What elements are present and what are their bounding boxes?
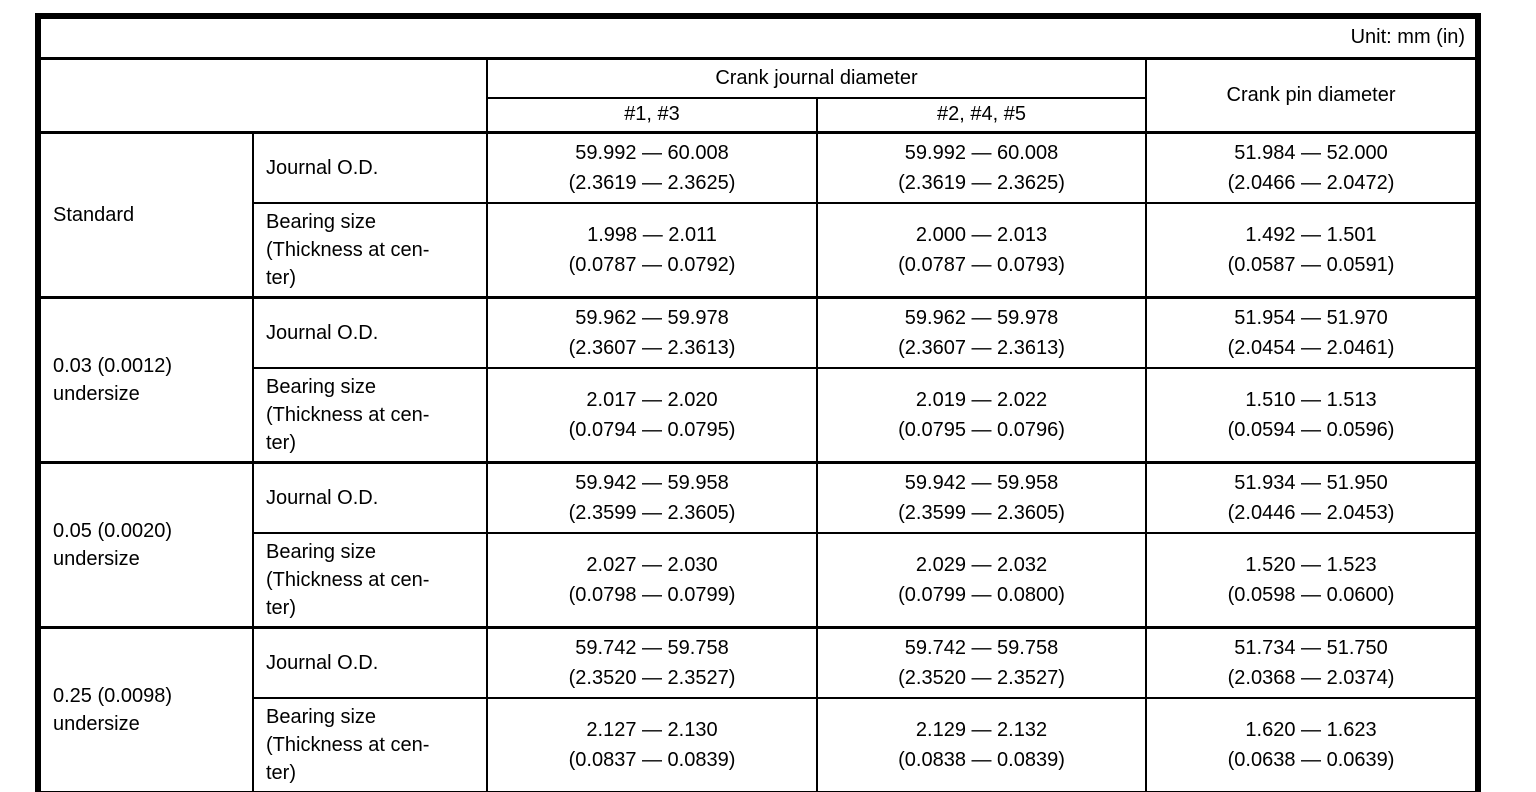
row-label-bearing-size: Bearing size (Thickness at cen- ter) bbox=[252, 201, 488, 298]
spec-value: 1.620 — 1.623 (0.0638 — 0.0639) bbox=[1144, 696, 1480, 792]
spec-value: 1.510 — 1.513 (0.0594 — 0.0596) bbox=[1144, 366, 1480, 463]
table-row: 0.05 (0.0020) undersize Journal O.D. 59.… bbox=[37, 460, 1480, 628]
table-row: 0.03 (0.0012) undersize Journal O.D. 59.… bbox=[37, 295, 1480, 463]
row-label-journal-od: Journal O.D. bbox=[252, 295, 488, 369]
spec-value: 59.992 — 60.008 (2.3619 — 2.3625) bbox=[816, 130, 1147, 204]
subheader-row: #1, #3 #2, #4, #5 bbox=[38, 97, 1478, 133]
spec-value: 51.934 — 51.950 (2.0446 — 2.0453) bbox=[1144, 460, 1480, 534]
crank-pin-diameter-header: Crank pin diameter bbox=[1144, 57, 1480, 133]
spec-value: 51.954 — 51.970 (2.0454 — 2.0461) bbox=[1144, 295, 1480, 369]
spec-value: 2.000 — 2.013 (0.0787 — 0.0793) bbox=[816, 201, 1147, 298]
spec-value: 59.942 — 59.958 (2.3599 — 2.3605) bbox=[486, 460, 818, 534]
group-label-025-undersize: 0.25 (0.0098) undersize bbox=[37, 625, 254, 792]
group-label-standard: Standard bbox=[37, 130, 254, 298]
unit-row: Unit: mm (in) bbox=[36, 15, 1480, 60]
row-label-journal-od: Journal O.D. bbox=[252, 625, 488, 699]
journal-1-3-header: #1, #3 bbox=[486, 97, 818, 133]
spec-value: 59.942 — 59.958 (2.3599 — 2.3605) bbox=[816, 460, 1147, 534]
spec-value: 2.029 — 2.032 (0.0799 — 0.0800) bbox=[816, 531, 1147, 628]
row-label-bearing-size: Bearing size (Thickness at cen- ter) bbox=[252, 696, 488, 792]
spec-value: 59.992 — 60.008 (2.3619 — 2.3625) bbox=[486, 130, 818, 204]
crankshaft-spec-table: Unit: mm (in) Crank journal diameter Cra… bbox=[35, 13, 1482, 792]
spec-value: 2.027 — 2.030 (0.0798 — 0.0799) bbox=[486, 531, 818, 628]
row-label-bearing-size: Bearing size (Thickness at cen- ter) bbox=[252, 531, 488, 628]
table-row: Bearing size (Thickness at cen- ter) 1.9… bbox=[38, 201, 1480, 298]
spec-value: 51.734 — 51.750 (2.0368 — 2.0374) bbox=[1144, 625, 1480, 699]
spec-value: 59.962 — 59.978 (2.3607 — 2.3613) bbox=[486, 295, 818, 369]
table-row: Bearing size (Thickness at cen- ter) 2.0… bbox=[38, 531, 1480, 628]
spec-value: 2.127 — 2.130 (0.0837 — 0.0839) bbox=[486, 696, 818, 792]
table-row: Bearing size (Thickness at cen- ter) 2.1… bbox=[38, 696, 1480, 792]
header-row: Crank journal diameter Crank pin diamete… bbox=[37, 57, 1480, 133]
group-label-003-undersize: 0.03 (0.0012) undersize bbox=[37, 295, 254, 463]
spec-value: 1.492 — 1.501 (0.0587 — 0.0591) bbox=[1144, 201, 1480, 298]
spec-value: 59.742 — 59.758 (2.3520 — 2.3527) bbox=[816, 625, 1147, 699]
table-row: Standard Journal O.D. 59.992 — 60.008 (2… bbox=[37, 130, 1480, 298]
spec-value: 51.984 — 52.000 (2.0466 — 2.0472) bbox=[1144, 130, 1480, 204]
spec-value: 2.129 — 2.132 (0.0838 — 0.0839) bbox=[816, 696, 1147, 792]
blank-header-cell bbox=[37, 57, 488, 133]
crank-journal-diameter-header: Crank journal diameter bbox=[486, 57, 1147, 99]
spec-value: 59.742 — 59.758 (2.3520 — 2.3527) bbox=[486, 625, 818, 699]
table-row: Bearing size (Thickness at cen- ter) 2.0… bbox=[38, 366, 1480, 463]
row-label-journal-od: Journal O.D. bbox=[252, 130, 488, 204]
journal-2-4-5-header: #2, #4, #5 bbox=[816, 97, 1147, 133]
spec-value: 2.019 — 2.022 (0.0795 — 0.0796) bbox=[816, 366, 1147, 463]
spec-value: 2.017 — 2.020 (0.0794 — 0.0795) bbox=[486, 366, 818, 463]
spec-value: 1.998 — 2.011 (0.0787 — 0.0792) bbox=[486, 201, 818, 298]
unit-label: Unit: mm (in) bbox=[36, 15, 1480, 60]
table-row: 0.25 (0.0098) undersize Journal O.D. 59.… bbox=[37, 625, 1480, 792]
spec-value: 59.962 — 59.978 (2.3607 — 2.3613) bbox=[816, 295, 1147, 369]
spec-value: 1.520 — 1.523 (0.0598 — 0.0600) bbox=[1144, 531, 1480, 628]
group-label-005-undersize: 0.05 (0.0020) undersize bbox=[37, 460, 254, 628]
row-label-journal-od: Journal O.D. bbox=[252, 460, 488, 534]
row-label-bearing-size: Bearing size (Thickness at cen- ter) bbox=[252, 366, 488, 463]
